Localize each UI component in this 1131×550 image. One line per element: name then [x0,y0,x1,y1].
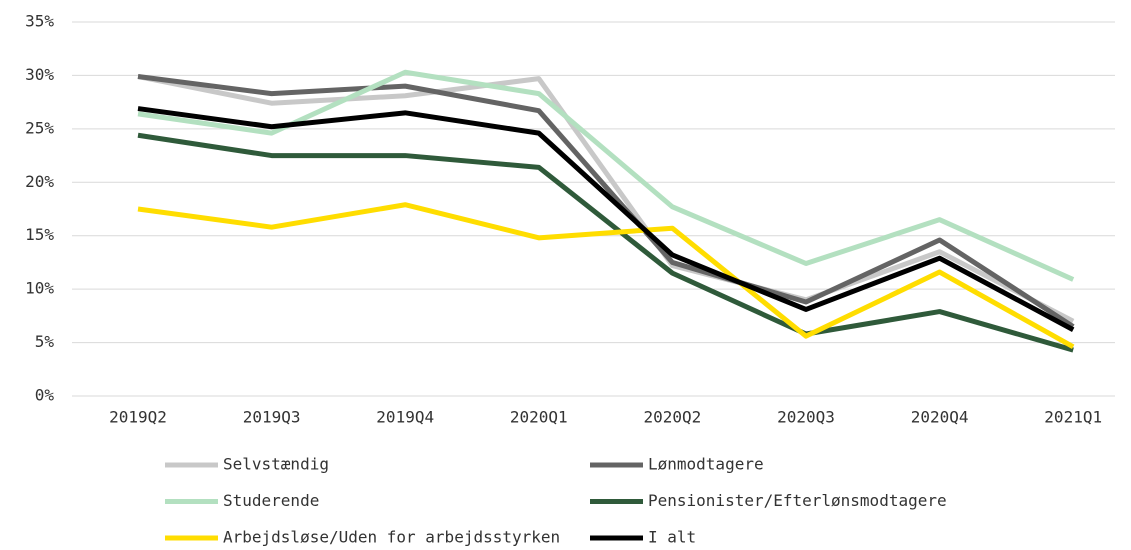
legend-label: Selvstændig [223,455,329,474]
legend-label: Studerende [223,491,319,510]
y-tick-label: 25% [25,118,54,137]
legend-label: I alt [648,528,696,547]
x-tick-label: 2019Q4 [376,408,434,427]
series-line [137,74,1075,324]
series-line [137,132,1074,353]
legend-label: Lønmodtagere [648,455,764,474]
x-tick-label: 2020Q1 [510,408,568,427]
legend-label: Pensionister/Efterlønsmodtagere [648,491,947,510]
series-line [137,106,1075,332]
y-tick-label: 30% [25,65,54,84]
y-tick-label: 15% [25,225,54,244]
y-tick-label: 35% [25,12,54,31]
x-tick-label: 2020Q3 [777,408,835,427]
y-tick-label: 5% [35,332,55,351]
x-tick-label: 2021Q1 [1044,408,1102,427]
series-line [137,202,1075,350]
x-tick-label: 2019Q2 [109,408,167,427]
y-tick-label: 0% [35,386,55,405]
x-tick-label: 2019Q3 [243,408,301,427]
y-tick-label: 20% [25,172,54,191]
series-line [137,74,1075,329]
legend-label: Arbejdsløse/Uden for arbejdsstyrken [223,528,560,547]
y-tick-label: 10% [25,279,54,298]
x-tick-label: 2020Q4 [911,408,969,427]
x-tick-label: 2020Q2 [644,408,702,427]
